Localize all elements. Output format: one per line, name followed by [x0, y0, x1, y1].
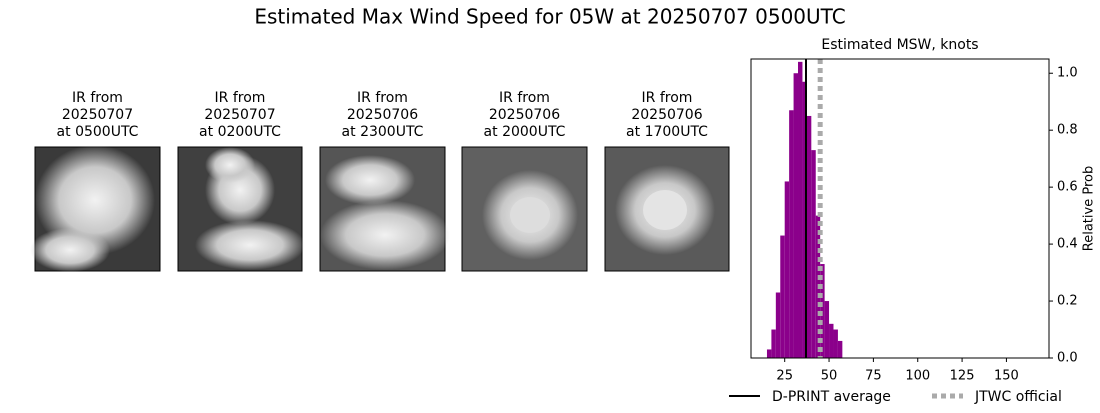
y-tick-label: 0.0	[1057, 351, 1078, 366]
x-tick-label: 75	[865, 369, 882, 384]
bar	[766, 349, 772, 358]
y-tick-label: 1.0	[1057, 66, 1078, 81]
ir-image	[319, 146, 450, 272]
panel-title: 20250707	[62, 107, 133, 123]
bar	[833, 329, 838, 358]
y-tick-label: 0.2	[1057, 294, 1078, 309]
bar	[775, 292, 781, 358]
panel-title: 20250706	[347, 107, 418, 123]
x-tick-label: 50	[821, 369, 838, 384]
panel-title: at 1700UTC	[626, 124, 708, 140]
panel-title: at 2300UTC	[342, 124, 424, 140]
bar	[806, 115, 812, 358]
y-tick-label: 0.6	[1057, 180, 1078, 195]
panel-title: at 0500UTC	[57, 124, 139, 140]
figure-title: Estimated Max Wind Speed for 05W at 2025…	[254, 5, 845, 29]
y-axis-label: Relative Prob	[1082, 166, 1097, 251]
legend-label: JTWC official	[974, 389, 1062, 405]
y-tick-label: 0.8	[1057, 123, 1078, 138]
chart-title: Estimated MSW, knots	[821, 37, 978, 53]
x-tick-label: 25	[776, 369, 793, 384]
legend-label: D-PRINT average	[772, 389, 891, 405]
bar	[793, 73, 799, 358]
y-tick-label: 0.4	[1057, 237, 1078, 252]
bar	[798, 61, 803, 358]
panel-title: 20250706	[631, 107, 702, 123]
x-tick-label: 100	[905, 369, 930, 384]
bar	[837, 340, 843, 358]
bar	[784, 181, 790, 358]
bar	[780, 235, 785, 358]
bar	[789, 110, 794, 358]
bar	[771, 329, 776, 358]
ir-image	[604, 146, 730, 272]
panel-title: at 0200UTC	[199, 124, 281, 140]
ir-images	[30, 145, 730, 272]
plot-frame	[750, 58, 1050, 359]
bar	[824, 301, 830, 358]
panel-title: IR from	[215, 90, 266, 106]
panel-title: IR from	[72, 90, 123, 106]
panel-title: 20250707	[204, 107, 275, 123]
x-tick-label: 150	[994, 369, 1019, 384]
panel-title: at 2000UTC	[484, 124, 566, 140]
panel-title: 20250706	[489, 107, 560, 123]
ir-image	[177, 146, 305, 272]
ir-image	[30, 145, 161, 272]
x-tick-label: 125	[950, 369, 975, 384]
ir-image	[461, 146, 588, 272]
bar	[802, 81, 807, 359]
bar	[811, 150, 816, 358]
bar	[829, 323, 834, 358]
panel-title: IR from	[499, 90, 550, 106]
panel-title: IR from	[642, 90, 693, 106]
panel-title: IR from	[357, 90, 408, 106]
